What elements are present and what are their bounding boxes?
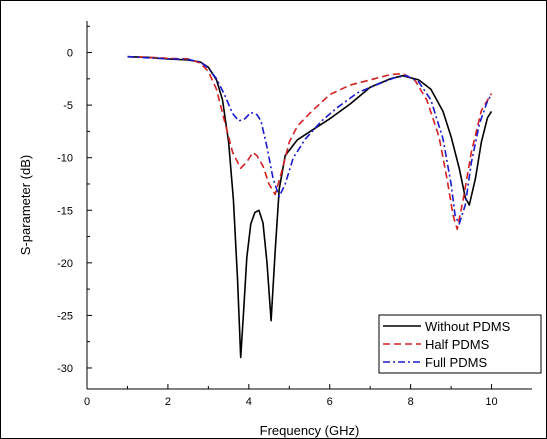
y-axis-title: S-parameter (dB) <box>18 155 33 255</box>
y-tick-label: -10 <box>57 153 73 165</box>
x-axis-title: Frequency (GHz) <box>260 423 360 438</box>
x-tick-label: 0 <box>84 396 90 408</box>
legend-label-3: Full PDMS <box>425 355 487 370</box>
y-tick-label: -20 <box>57 258 73 270</box>
y-tick-label: -25 <box>57 310 73 322</box>
series-line-1 <box>127 55 493 359</box>
legend-label-1: Without PDMS <box>425 319 511 334</box>
x-tick-label: 8 <box>408 396 414 408</box>
x-tick-label: 6 <box>327 396 333 408</box>
axes: 0 2 4 6 8 10 0 -5 -10 -15 -20 -25 -30 <box>57 21 532 408</box>
y-tick-label: -5 <box>63 100 73 112</box>
legend-label-2: Half PDMS <box>425 337 490 352</box>
x-tick-label: 10 <box>485 396 497 408</box>
x-tick-label: 4 <box>246 396 252 408</box>
y-tick-label: -30 <box>57 363 73 375</box>
series-line-2 <box>127 55 493 230</box>
series-layer <box>127 55 493 359</box>
y-tick-label: 0 <box>67 48 73 60</box>
legend: Without PDMS Half PDMS Full PDMS <box>378 314 542 374</box>
x-tick-label: 2 <box>165 396 171 408</box>
series-line-3 <box>127 55 493 225</box>
y-tick-label: -15 <box>57 205 73 217</box>
